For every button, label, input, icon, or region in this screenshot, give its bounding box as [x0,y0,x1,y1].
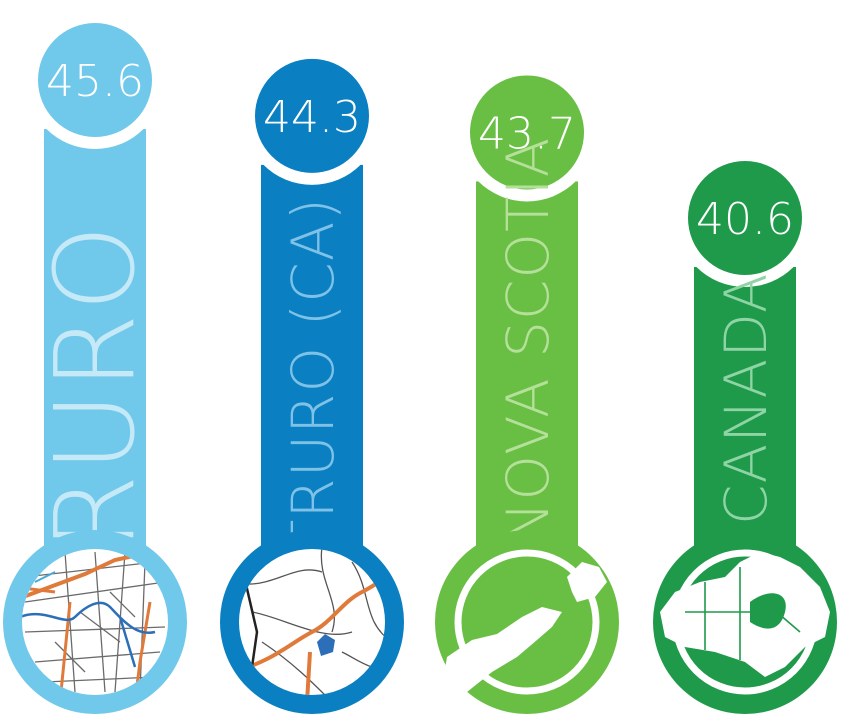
nova-scotia-map-icon [442,549,607,695]
bar-group-truro-ca: 44.3 TRURO (CA) [220,46,404,714]
truro-street-map-icon [22,549,168,695]
category-label: TRURO (CA) [279,197,347,555]
bar-group-canada: 40.6 CANADA [653,149,837,714]
value-bubble [38,23,152,137]
data-label: 45.6 [46,56,144,107]
value-bubble [255,58,369,173]
canada-map-icon [660,549,830,695]
category-label: CANADA [712,272,780,525]
data-label: 44.3 [263,92,361,143]
value-bubble [470,75,584,190]
value-bubble [688,161,802,275]
category-label: NOVA SCOTIA [494,137,562,545]
data-label: 40.6 [696,194,794,245]
data-label: 43.7 [478,108,576,159]
